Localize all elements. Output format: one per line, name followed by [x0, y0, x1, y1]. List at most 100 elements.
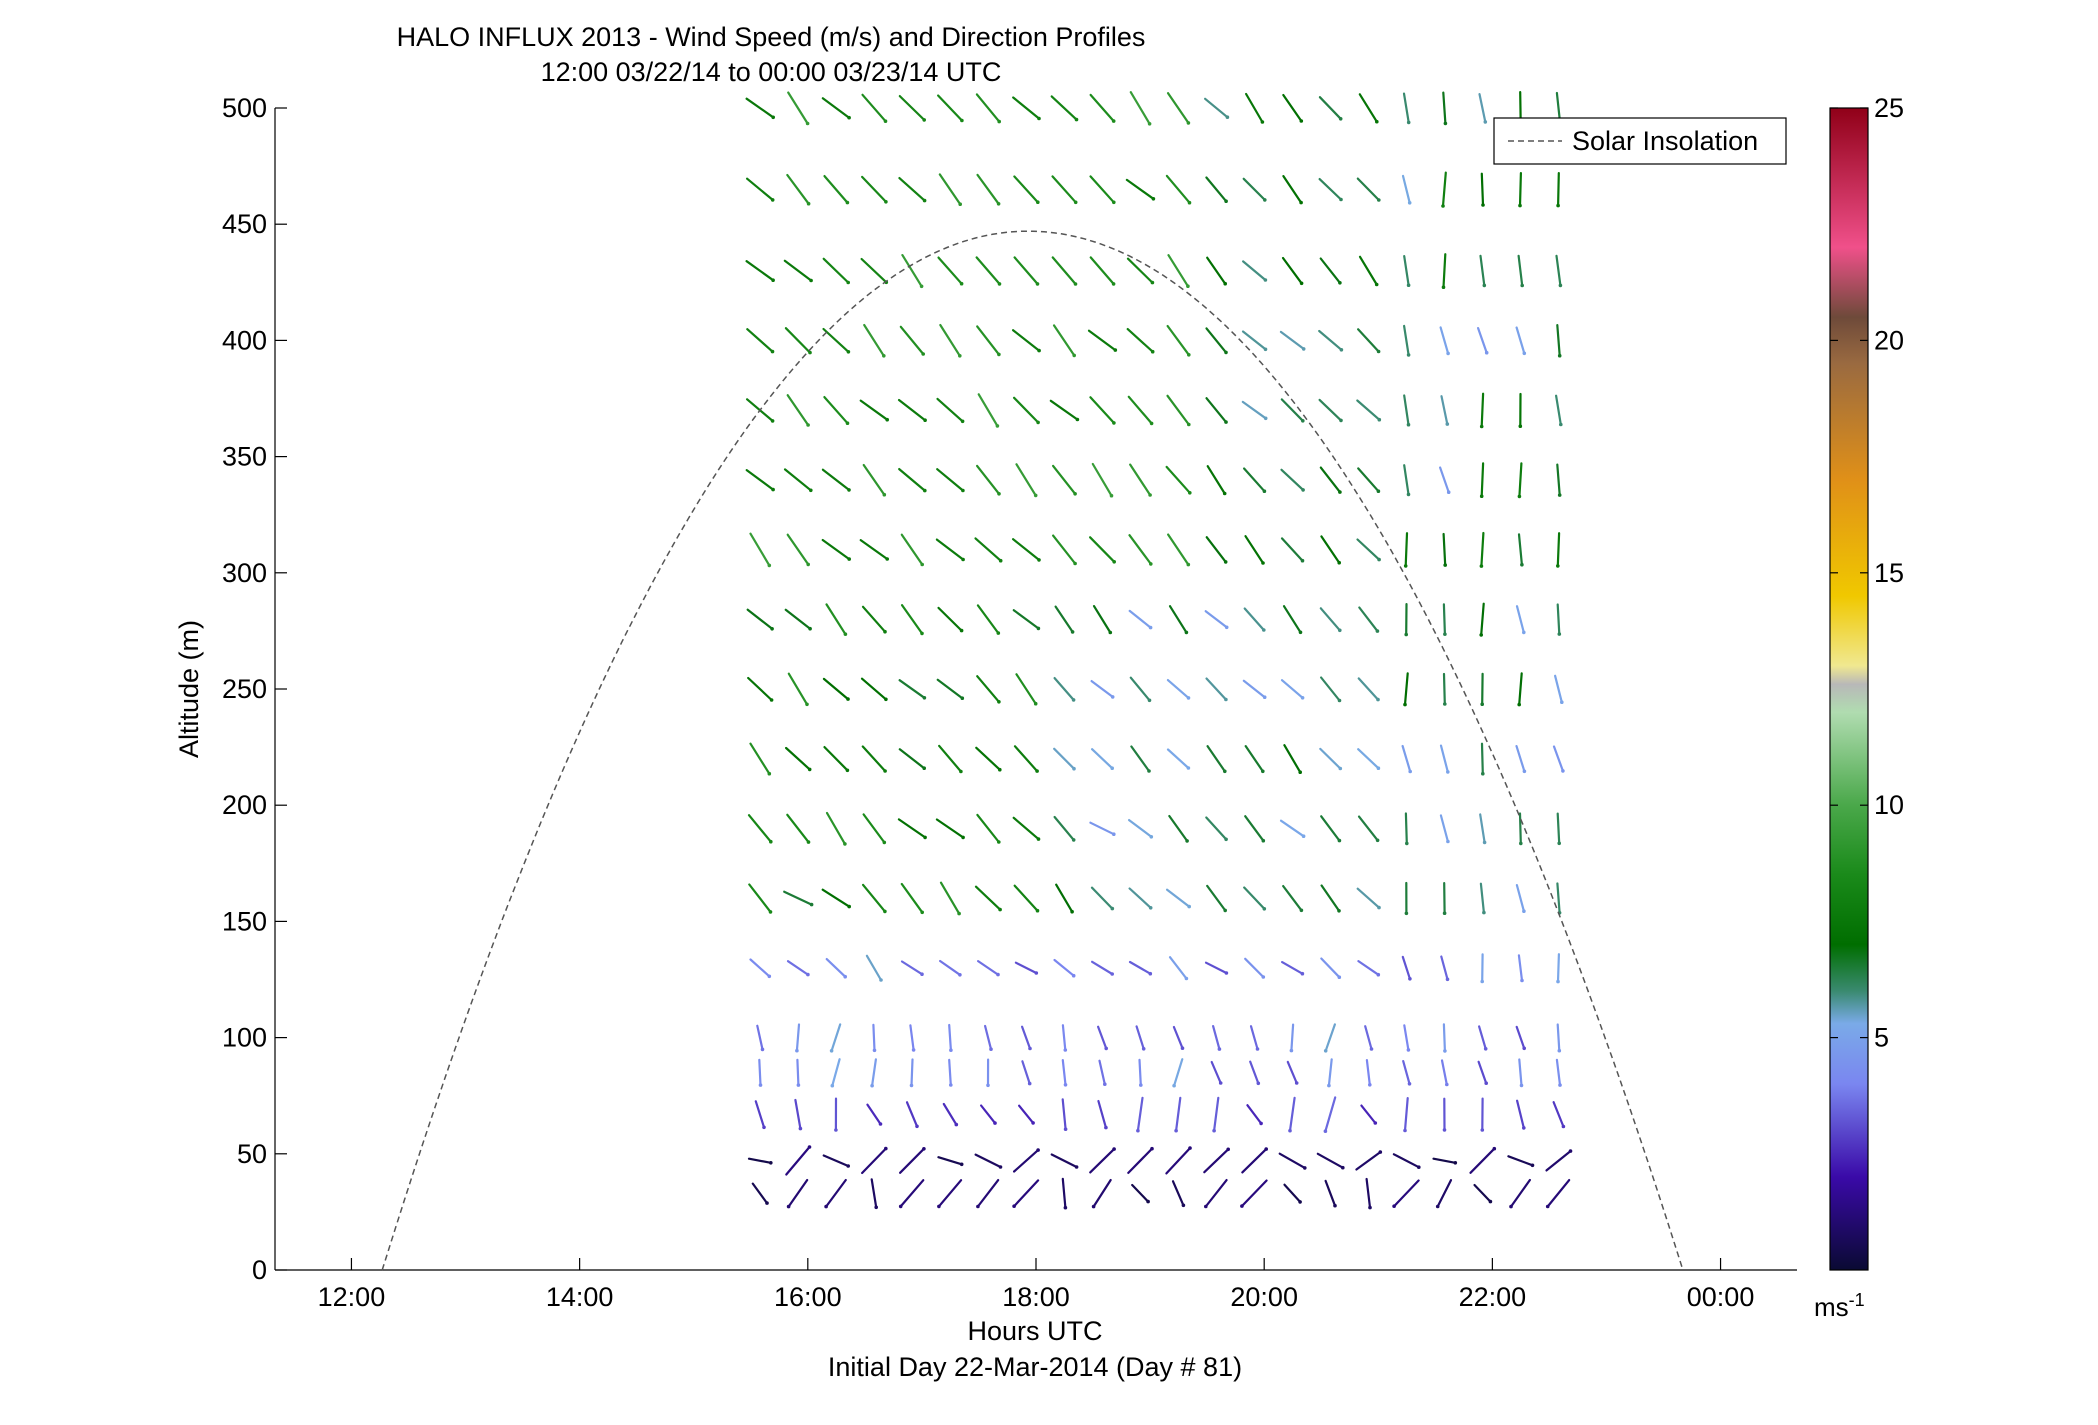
wind-vector [1515, 1025, 1526, 1050]
wind-vector [1403, 464, 1410, 496]
wind-vector-head [1036, 420, 1040, 425]
wind-vector [1061, 1177, 1067, 1209]
wind-vector [937, 256, 963, 285]
wind-vector-head [843, 842, 847, 846]
wind-vector [1469, 1147, 1496, 1174]
wind-vector-head [1186, 121, 1191, 125]
wind-vector-head [1072, 353, 1076, 358]
wind-vector-head [1112, 560, 1116, 564]
wind-vector [784, 608, 812, 630]
wind-vector-head [758, 1083, 763, 1087]
wind-vector [1166, 394, 1190, 426]
wind-vector [1205, 536, 1227, 564]
wind-vector-head [1407, 201, 1412, 205]
wind-vector-head [1035, 769, 1039, 773]
wind-vector-head [1036, 1148, 1040, 1152]
wind-vector [745, 469, 775, 491]
wind-vector-head [997, 840, 1001, 844]
x-tick-label: 22:00 [1459, 1282, 1527, 1312]
wind-vector [795, 1023, 801, 1052]
wind-vector-head [1180, 1046, 1185, 1050]
wind-vector-head [1148, 625, 1153, 630]
wind-vector [1051, 464, 1077, 495]
y-tick-label: 350 [222, 442, 267, 472]
wind-vector-head [805, 702, 809, 707]
wind-vector [1357, 815, 1379, 842]
wind-vector [905, 1101, 919, 1128]
wind-vector-head [1141, 1047, 1146, 1051]
wind-vector [1440, 1059, 1448, 1086]
wind-vector [1135, 1025, 1145, 1050]
wind-vector-head [1323, 1129, 1328, 1133]
wind-vector-head [996, 202, 1001, 206]
wind-vector-head [1149, 421, 1154, 426]
wind-vector [1480, 742, 1484, 775]
wind-vector [1097, 1099, 1108, 1129]
wind-vector-head [1300, 696, 1305, 700]
wind-vector [1439, 326, 1450, 355]
wind-vector-head [1481, 203, 1485, 207]
wind-vector [1128, 534, 1152, 566]
wind-vector-head [1568, 1149, 1573, 1153]
wind-vector [861, 605, 887, 633]
wind-vector-head [1037, 348, 1041, 353]
wind-vector [898, 94, 926, 122]
wind-vector-head [883, 629, 887, 634]
wind-vector [823, 175, 849, 204]
wind-vector-head [884, 1146, 888, 1151]
wind-vector [1171, 1180, 1185, 1207]
wind-vector [860, 1147, 887, 1175]
wind-vector [1204, 1178, 1228, 1208]
wind-vector [1515, 744, 1526, 773]
colorbar-ticks: 5 10 15 20 25 [1830, 93, 1904, 1053]
wind-vector-head [1261, 838, 1266, 843]
wind-vector [1290, 1023, 1295, 1052]
wind-vector-head [1375, 629, 1380, 633]
wind-vector [1012, 1148, 1040, 1173]
wind-vector [1242, 467, 1266, 493]
wind-vector [1053, 815, 1075, 842]
wind-vector-head [1369, 1047, 1374, 1051]
wind-vector [1401, 174, 1411, 204]
wind-vector-head [767, 974, 772, 979]
wind-vector-head [1027, 1081, 1032, 1086]
wind-vector [1089, 396, 1116, 424]
wind-vector [898, 679, 926, 699]
wind-vector [860, 257, 888, 284]
wind-vector [825, 603, 847, 636]
wind-vector-head [1557, 353, 1562, 358]
wind-vector-head [878, 1122, 883, 1126]
y-tick-label: 400 [222, 325, 267, 355]
wind-vector-head [997, 700, 1001, 704]
colorbar-unit: ms [1814, 1292, 1849, 1322]
wind-vector [1128, 960, 1152, 975]
wind-vector [1439, 814, 1450, 843]
wind-vector [1126, 257, 1154, 284]
wind-vector-head [1520, 562, 1524, 567]
wind-vector [1129, 676, 1151, 702]
wind-vector-head [1376, 489, 1381, 494]
wind-vector [1127, 395, 1153, 425]
wind-vector [1165, 888, 1191, 908]
wind-vector [938, 959, 962, 976]
wind-vector-head [923, 418, 927, 423]
wind-vector-head [1187, 422, 1191, 427]
wind-vector-head [1407, 1082, 1412, 1086]
wind-vector-head [1299, 908, 1304, 913]
wind-vector-head [1376, 697, 1380, 702]
wind-vector-head [1187, 353, 1191, 357]
wind-vector [1167, 254, 1190, 288]
wind-vector-head [1392, 1204, 1396, 1208]
wind-vector [825, 811, 847, 846]
wind-vector-head [1184, 630, 1189, 635]
wind-vector-head [1376, 766, 1381, 770]
wind-vector [1053, 747, 1076, 770]
wind-vector [1319, 257, 1342, 284]
wind-vector [1318, 398, 1343, 422]
wind-vector-head [806, 201, 811, 206]
wind-vector-head [786, 1204, 791, 1209]
wind-vector-head [1109, 493, 1114, 498]
wind-vector-head [1301, 419, 1305, 423]
wind-vector-head [808, 626, 812, 631]
wind-vector-head [1338, 281, 1342, 285]
